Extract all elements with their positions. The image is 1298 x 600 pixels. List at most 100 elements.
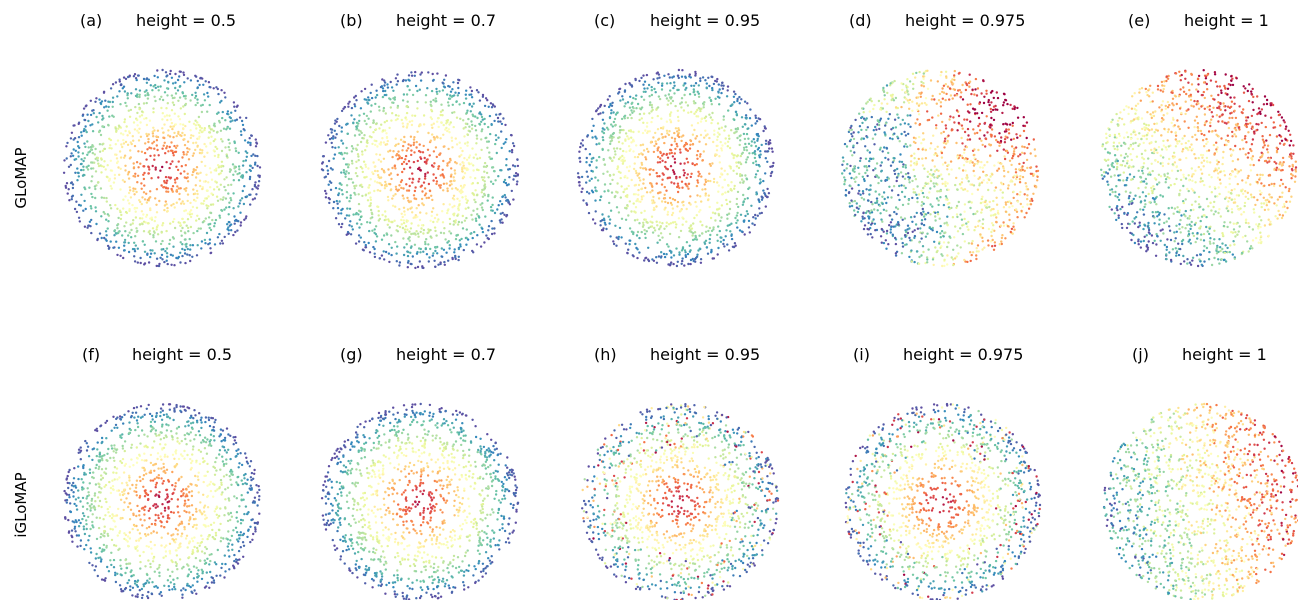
scatter-point bbox=[172, 136, 175, 139]
scatter-point bbox=[479, 203, 482, 206]
scatter-point bbox=[714, 212, 717, 215]
scatter-point bbox=[747, 127, 750, 130]
scatter-point bbox=[708, 96, 711, 99]
scatter-point bbox=[431, 72, 434, 76]
scatter-point bbox=[939, 112, 943, 115]
scatter-point bbox=[164, 175, 168, 179]
scatter-point bbox=[642, 121, 645, 125]
scatter-point bbox=[894, 236, 897, 240]
scatter-point bbox=[81, 114, 85, 118]
scatter-point bbox=[191, 93, 194, 97]
scatter-point bbox=[883, 146, 886, 149]
scatter-point bbox=[94, 206, 97, 209]
scatter-point bbox=[695, 255, 699, 258]
scatter-point bbox=[608, 173, 612, 177]
scatter-point bbox=[159, 242, 163, 246]
scatter-point bbox=[712, 228, 715, 231]
scatter-point bbox=[962, 164, 966, 167]
scatter-point bbox=[758, 165, 761, 168]
scatter-point bbox=[377, 158, 380, 161]
scatter-point bbox=[423, 177, 427, 180]
scatter-point bbox=[756, 139, 759, 142]
scatter-point bbox=[390, 119, 393, 122]
scatter-point bbox=[611, 132, 615, 136]
scatter-point bbox=[117, 216, 120, 220]
scatter-point bbox=[330, 131, 333, 134]
scatter-point bbox=[963, 151, 966, 154]
scatter-point bbox=[853, 199, 857, 203]
scatter-point bbox=[210, 178, 214, 181]
scatter-point bbox=[361, 150, 364, 153]
scatter-point bbox=[415, 146, 418, 149]
scatter-point bbox=[848, 205, 852, 208]
scatter-point bbox=[395, 152, 399, 156]
scatter-point bbox=[636, 155, 640, 159]
scatter-point bbox=[704, 188, 707, 191]
scatter-point bbox=[120, 213, 123, 217]
scatter-point bbox=[590, 157, 594, 160]
scatter-point bbox=[441, 89, 445, 92]
scatter-point bbox=[439, 113, 442, 117]
scatter-point bbox=[243, 139, 247, 142]
scatter-point bbox=[436, 92, 439, 96]
scatter-point bbox=[903, 122, 907, 125]
scatter-point bbox=[136, 111, 139, 115]
scatter-point bbox=[184, 189, 188, 192]
scatter-point bbox=[976, 162, 979, 165]
scatter-point bbox=[165, 190, 168, 193]
scatter-point bbox=[425, 158, 429, 162]
scatter-point bbox=[98, 98, 101, 101]
scatter-point bbox=[453, 204, 456, 208]
scatter-point bbox=[179, 224, 183, 227]
scatter-point bbox=[996, 209, 1000, 213]
scatter-point bbox=[909, 144, 912, 147]
scatter-point bbox=[457, 255, 460, 258]
scatter-point bbox=[183, 209, 186, 213]
scatter-point bbox=[230, 229, 233, 232]
scatter-point bbox=[245, 155, 248, 158]
scatter-point bbox=[228, 201, 231, 204]
scatter-point bbox=[385, 132, 388, 135]
scatter-point bbox=[975, 250, 979, 253]
scatter-point bbox=[942, 203, 946, 207]
scatter-point bbox=[1001, 234, 1004, 237]
scatter-point bbox=[411, 211, 414, 214]
scatter-point bbox=[474, 129, 478, 132]
scatter-point bbox=[350, 114, 353, 117]
scatter-point bbox=[182, 105, 185, 108]
scatter-point bbox=[190, 212, 194, 216]
scatter-point bbox=[483, 170, 486, 173]
scatter-point bbox=[688, 226, 691, 230]
scatter-point bbox=[1016, 216, 1019, 219]
scatter-point bbox=[326, 169, 330, 172]
scatter-point bbox=[432, 165, 435, 168]
scatter-point bbox=[709, 179, 712, 183]
scatter-point bbox=[72, 138, 75, 141]
scatter-point bbox=[681, 247, 685, 250]
scatter-point bbox=[694, 74, 697, 77]
scatter-point bbox=[188, 120, 191, 124]
scatter-point bbox=[107, 220, 110, 223]
scatter-point bbox=[143, 263, 146, 266]
scatter-point bbox=[177, 99, 180, 103]
scatter-point bbox=[117, 230, 121, 233]
scatter-point bbox=[435, 180, 439, 183]
scatter-point bbox=[929, 187, 932, 190]
scatter-point bbox=[609, 209, 613, 212]
scatter-point bbox=[476, 116, 479, 120]
scatter-point bbox=[935, 197, 939, 200]
scatter-point bbox=[194, 96, 197, 100]
scatter-point bbox=[240, 119, 244, 123]
scatter-point bbox=[240, 174, 244, 177]
scatter-point bbox=[189, 129, 192, 132]
scatter-point bbox=[328, 201, 331, 205]
scatter-point bbox=[585, 190, 589, 194]
scatter-point bbox=[340, 171, 343, 174]
scatter-point bbox=[594, 135, 597, 138]
scatter-point bbox=[947, 163, 950, 167]
scatter-point bbox=[636, 248, 639, 251]
scatter-point bbox=[151, 130, 154, 133]
scatter-point bbox=[578, 150, 581, 153]
scatter-point bbox=[1000, 162, 1003, 165]
scatter-point bbox=[216, 236, 220, 239]
